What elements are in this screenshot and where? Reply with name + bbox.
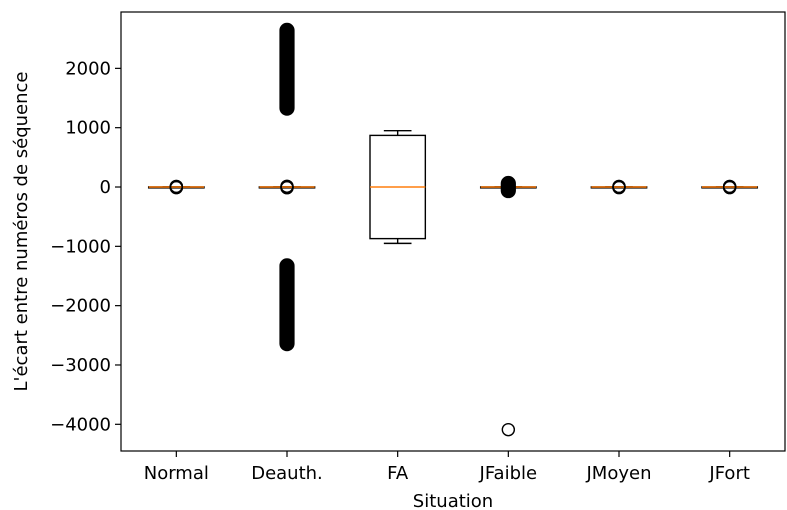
outlier-band — [500, 175, 516, 199]
box-jmoyen — [590, 179, 648, 195]
outlier-point — [501, 422, 516, 437]
x-axis-label: Situation — [413, 491, 493, 510]
box-fa — [369, 129, 427, 245]
x-tick-label: Deauth. — [251, 463, 323, 484]
plot-frame — [120, 11, 786, 452]
y-tick-label: 0 — [100, 177, 111, 198]
box-jfort — [701, 179, 759, 195]
y-tick-label: −3000 — [50, 355, 111, 376]
y-axis-label: L'écart entre numéros de séquence — [11, 71, 32, 391]
outlier-point — [280, 179, 294, 193]
y-tick-label: −1000 — [50, 236, 111, 257]
plot-area — [147, 22, 759, 437]
box-deauth — [258, 22, 316, 352]
outlier-point — [169, 179, 184, 194]
outlier-point — [722, 179, 737, 194]
x-tick-label: JFaible — [479, 463, 538, 484]
x-tick-label: FA — [387, 463, 409, 484]
y-tick-label: −4000 — [50, 414, 111, 435]
x-tick-label: JFort — [708, 463, 750, 484]
outlier-point — [612, 179, 626, 194]
outlier-band — [279, 258, 295, 352]
y-tick-label: −2000 — [50, 296, 111, 317]
x-tick-label: JMoyen — [586, 463, 652, 484]
outlier-band — [279, 22, 295, 116]
box-jfaible — [479, 175, 537, 437]
y-tick-label: 2000 — [65, 58, 111, 79]
x-tick-label: Normal — [144, 463, 209, 484]
y-axis: −4000 −3000 −2000 −1000 0 1000 2000 — [50, 58, 121, 435]
y-tick-label: 1000 — [65, 118, 111, 139]
x-axis: Normal Deauth. FA JFaible JMoyen JFort — [144, 451, 750, 484]
box-normal — [147, 179, 205, 195]
